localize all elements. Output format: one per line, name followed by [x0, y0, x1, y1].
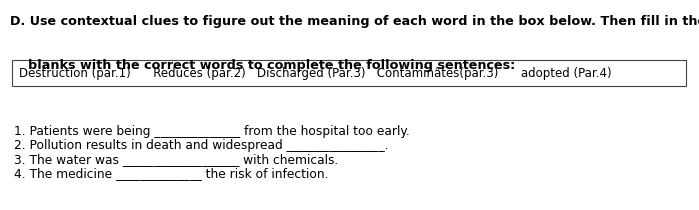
- Text: 3. The water was ___________________ with chemicals.: 3. The water was ___________________ wit…: [14, 153, 338, 166]
- Text: 4. The medicine ______________ the risk of infection.: 4. The medicine ______________ the risk …: [14, 167, 329, 180]
- Text: Destruction (par.1)      Reduces (par.2)   Discharged (Par.3)   Contaminâtes(par: Destruction (par.1) Reduces (par.2) Disc…: [19, 67, 612, 80]
- FancyBboxPatch shape: [12, 60, 686, 86]
- Text: 1. Patients were being ______________ from the hospital too early.: 1. Patients were being ______________ fr…: [14, 125, 410, 138]
- Text: 2. Pollution results in death and widespread ________________.: 2. Pollution results in death and widesp…: [14, 139, 389, 152]
- Text: D. Use contextual clues to figure out the meaning of each word in the box below.: D. Use contextual clues to figure out th…: [10, 15, 699, 28]
- Text: blanks with the correct words to complete the following sentences:: blanks with the correct words to complet…: [10, 59, 515, 72]
